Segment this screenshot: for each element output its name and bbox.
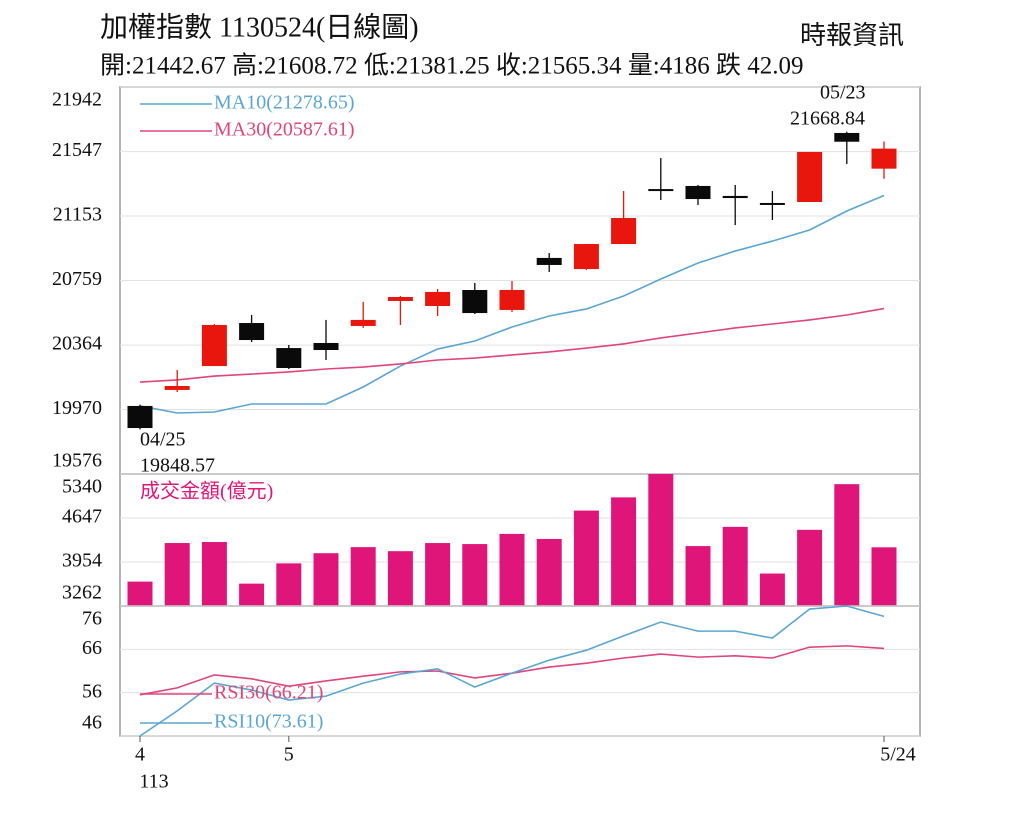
candle-body (573, 244, 599, 270)
candle-body (387, 297, 413, 301)
y-tick-label: 56 (82, 680, 102, 702)
x-tick-label: 4 (135, 744, 145, 766)
bar (387, 551, 413, 606)
candle-body (462, 289, 488, 314)
candle-body (536, 257, 562, 265)
y-tick-label: 21153 (53, 204, 102, 226)
y-tick-label: 21547 (52, 139, 102, 161)
legend-label: RSI30(66.21) (214, 682, 323, 704)
y-tick-label: 20759 (52, 268, 102, 290)
y-tick-label: 4647 (62, 506, 102, 528)
candle-body (834, 132, 860, 142)
candle-body (611, 218, 637, 245)
candle-body (499, 289, 525, 310)
bar (164, 543, 190, 606)
candle-body (313, 342, 339, 351)
bar (127, 581, 153, 606)
bar (350, 547, 376, 606)
candle-body (350, 319, 376, 326)
y-tick-label: 19576 (52, 450, 102, 472)
bar (611, 497, 637, 606)
bar (797, 529, 823, 606)
bar (239, 583, 265, 606)
candle-body (127, 405, 153, 429)
x-year-label: 113 (139, 771, 168, 793)
candle-body (722, 195, 748, 199)
source: 時報資訊 (800, 21, 904, 50)
bar (722, 526, 748, 606)
y-tick-label: 3954 (62, 550, 102, 572)
candle-body (239, 323, 265, 341)
legend-label: RSI10(73.61) (214, 711, 323, 733)
bar (759, 573, 785, 606)
candle-body (685, 185, 711, 200)
y-tick-label: 20364 (52, 333, 102, 355)
candle-body (759, 202, 785, 205)
series-line (139, 194, 885, 414)
annotation-value: 21668.84 (790, 108, 865, 130)
bar (462, 544, 488, 606)
legend-label: MA30(20587.61) (214, 119, 355, 141)
y-tick-label: 66 (82, 637, 102, 659)
y-tick-label: 19970 (52, 397, 102, 419)
y-tick-label: 21942 (52, 89, 102, 111)
bar (648, 474, 674, 606)
y-tick-label: 5340 (62, 476, 102, 498)
bar (313, 553, 339, 606)
candle-body (425, 291, 451, 307)
candle-body (201, 324, 227, 367)
bar (201, 542, 227, 606)
annotation-date: 05/23 (820, 82, 866, 104)
chart-title: 加權指數 1130524(日線圖) (100, 11, 419, 43)
bar (499, 533, 525, 606)
candle-body (276, 348, 302, 369)
bar (871, 547, 897, 606)
bar (573, 510, 599, 606)
candle-body (164, 386, 190, 390)
legend-label: MA10(21278.65) (214, 92, 355, 114)
series-line (139, 605, 885, 737)
y-tick-label: 76 (82, 608, 102, 630)
annotation-date: 04/25 (140, 429, 186, 451)
y-tick-label: 3262 (62, 582, 102, 604)
subtitle: 開:21442.67 高:21608.72 低:21381.25 收:21565… (100, 52, 803, 80)
x-tick-label: 5/24 (880, 744, 916, 766)
annotation-value: 19848.57 (140, 455, 215, 477)
bar (536, 538, 562, 606)
x-tick-label: 5 (284, 744, 294, 766)
bar (276, 563, 302, 606)
panel-title: 成交金額(億元) (140, 480, 273, 503)
bar (685, 546, 711, 606)
series-line (139, 307, 885, 383)
y-tick-label: 46 (82, 712, 102, 734)
candle-body (871, 148, 897, 169)
candle-body (648, 189, 674, 192)
bar (834, 484, 860, 606)
bar (425, 543, 451, 606)
candle-body (797, 151, 823, 202)
